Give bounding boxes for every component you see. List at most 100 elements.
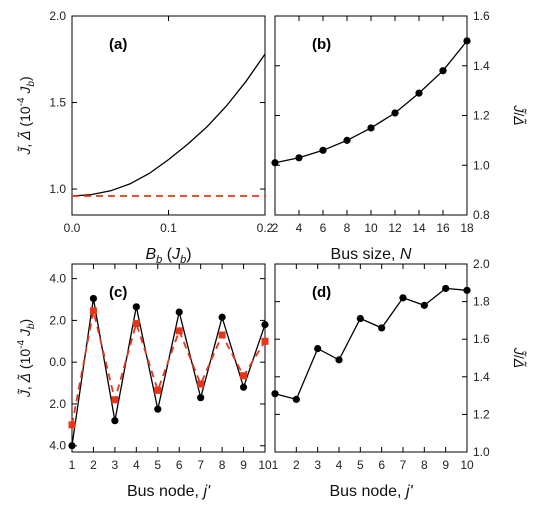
panel-c-ytick-label: 0.0	[49, 355, 66, 369]
panel-c-series-2-marker	[154, 386, 162, 394]
panel-c-series-1-marker	[154, 405, 162, 413]
panel-b-ytick-label: 1.2	[473, 109, 490, 123]
panel-b-xtick-label: 10	[364, 221, 378, 235]
panel-b-ytick-label: 1.0	[473, 158, 490, 172]
panel-c-series-1-marker	[111, 417, 119, 425]
panel-b-series-1-line	[274, 40, 468, 164]
panel-a-xtick-label: 0.2	[257, 221, 274, 235]
panel-a-frame	[71, 15, 266, 216]
panel-b-xtick-label: 16	[436, 221, 450, 235]
panel-b-series-1-marker	[415, 89, 423, 97]
panel-c-series-2-marker	[175, 327, 183, 335]
panel-c-series-1-marker	[261, 320, 269, 329]
panel-d-xtick-label: 8	[421, 458, 428, 472]
panel-a-ylabel: J̃, Δ̃ (10-4 Jb)	[16, 76, 37, 155]
panel-c-series-2-marker	[111, 396, 119, 404]
panel-b-series-1-marker	[319, 146, 327, 154]
panel-c-series-1-marker	[218, 313, 226, 321]
panel-c-series-2-marker	[197, 380, 205, 388]
panel-c-xtick-label: 6	[176, 458, 183, 472]
panel-a: 0.0 0.1 0.2 1.0 1.5 2.0 (a)	[49, 9, 273, 235]
panel-b-series-1-marker	[295, 154, 303, 162]
panel-d-xtick-label: 3	[314, 458, 321, 472]
panel-b-ylabel: J̃/Δ̃	[511, 104, 527, 125]
panel-b-xtick-label: 4	[296, 221, 303, 235]
panel-d-xtick-label: 4	[336, 458, 343, 472]
panel-a-ytick-label: 1.0	[49, 182, 66, 196]
panel-d-xtick-label: 10	[460, 458, 474, 472]
panel-c-series-2-marker	[89, 307, 97, 315]
panel-d-series-1-marker	[463, 286, 471, 294]
panel-c-series-1-marker	[175, 308, 183, 316]
panel-a-label: (a)	[109, 36, 127, 53]
panel-c-series-2-marker	[240, 372, 248, 380]
panel-c-xtick-label: 2	[90, 458, 97, 472]
panel-c-xtick-label: 8	[219, 458, 226, 472]
panel-d-ytick-label: 1.6	[473, 332, 490, 346]
panel-c-series-1-marker	[132, 303, 140, 311]
panel-b-series-1-marker	[343, 136, 351, 144]
panel-b-series-1-marker	[367, 124, 375, 132]
panel-b-frame	[274, 15, 468, 216]
panel-b-xtick-label: 2	[272, 221, 279, 235]
panel-d-ytick-label: 1.0	[473, 445, 490, 459]
panel-c-xtick-label: 5	[154, 458, 161, 472]
panel-c: 1 2 3 4 5 6 7 8 9 10 4.0 2.0 0.0 2.0 4.0 (c)	[49, 263, 272, 472]
panel-d-xtick-label: 9	[442, 458, 449, 472]
panel-c-frame	[71, 263, 266, 453]
panel-c-series-2-marker	[261, 337, 269, 345]
panel-d-series-1-marker	[335, 356, 343, 364]
panel-d-frame	[274, 263, 468, 453]
panel-c-ytick-label: 4.0	[49, 439, 66, 453]
panel-d-series-1-marker	[420, 301, 428, 309]
panel-c-ytick-label: 2.0	[49, 397, 66, 411]
panel-c-xtick-label: 10	[258, 458, 272, 472]
panel-d-series-1-marker	[271, 390, 279, 398]
panel-b-xtick-label: 6	[320, 221, 327, 235]
panel-c-series-1-marker	[89, 294, 98, 303]
panel-b-xtick-label: 12	[388, 221, 402, 235]
panel-c-xtick-label: 4	[133, 458, 140, 472]
panel-c-series-1-line	[71, 298, 266, 446]
panel-c-xtick-label: 7	[197, 458, 204, 472]
panel-d-label: (d)	[312, 284, 331, 301]
panel-a-xtick-label: 0.0	[64, 221, 81, 235]
panel-c-xtick-label: 9	[240, 458, 247, 472]
panel-a-xtick-label: 0.1	[160, 221, 177, 235]
panel-c-series-2-marker	[218, 331, 226, 339]
panel-c-series-1-marker	[197, 394, 205, 402]
panel-d-xtick-label: 1	[272, 458, 279, 472]
panel-b-series-1-marker	[439, 67, 447, 75]
panel-b-xtick-label: 14	[412, 221, 426, 235]
panel-c-series-1-marker	[68, 442, 76, 450]
panel-c-label: (c)	[109, 284, 127, 301]
panel-d-xtick-label: 6	[378, 458, 385, 472]
panel-c-ylabel: J̃, Δ̃ (10-4 Jb)	[16, 319, 37, 398]
panel-d-ytick-label: 1.4	[473, 370, 490, 384]
panel-a-ytick-label: 2.0	[49, 9, 66, 23]
panel-d-xtick-label: 7	[400, 458, 407, 472]
panel-d-series-1-marker	[356, 314, 364, 323]
panel-c-ytick-label: 4.0	[49, 272, 66, 286]
panel-d-series-1-marker	[378, 324, 386, 332]
panel-d-series-1-marker	[314, 345, 322, 353]
panel-b-series-1-marker	[271, 159, 279, 167]
panel-d-xlabel: Bus node, j'	[329, 483, 413, 500]
panel-a-ytick-label: 1.5	[49, 96, 66, 110]
panel-c-series-2-line	[71, 310, 266, 425]
panel-c-xtick-label: 3	[112, 458, 119, 472]
panel-b-label: (b)	[312, 36, 331, 53]
panel-d-series-1-marker	[399, 294, 407, 302]
panel-d-series-1-marker	[442, 284, 450, 293]
panel-c-ytick-label: 2.0	[49, 313, 66, 327]
panel-d-xtick-label: 2	[293, 458, 300, 472]
panel-b-ytick-label: 1.6	[473, 9, 490, 23]
panel-d-xtick-label: 5	[357, 458, 364, 472]
panel-d-series-1-marker	[292, 395, 300, 403]
panel-b-series-1-marker	[463, 37, 471, 45]
panel-b-xtick-label: 18	[460, 221, 474, 235]
panel-b-xtick-label: 8	[344, 221, 351, 235]
panel-a-series-1-line	[71, 53, 266, 197]
panel-d-ytick-label: 1.2	[473, 407, 490, 421]
